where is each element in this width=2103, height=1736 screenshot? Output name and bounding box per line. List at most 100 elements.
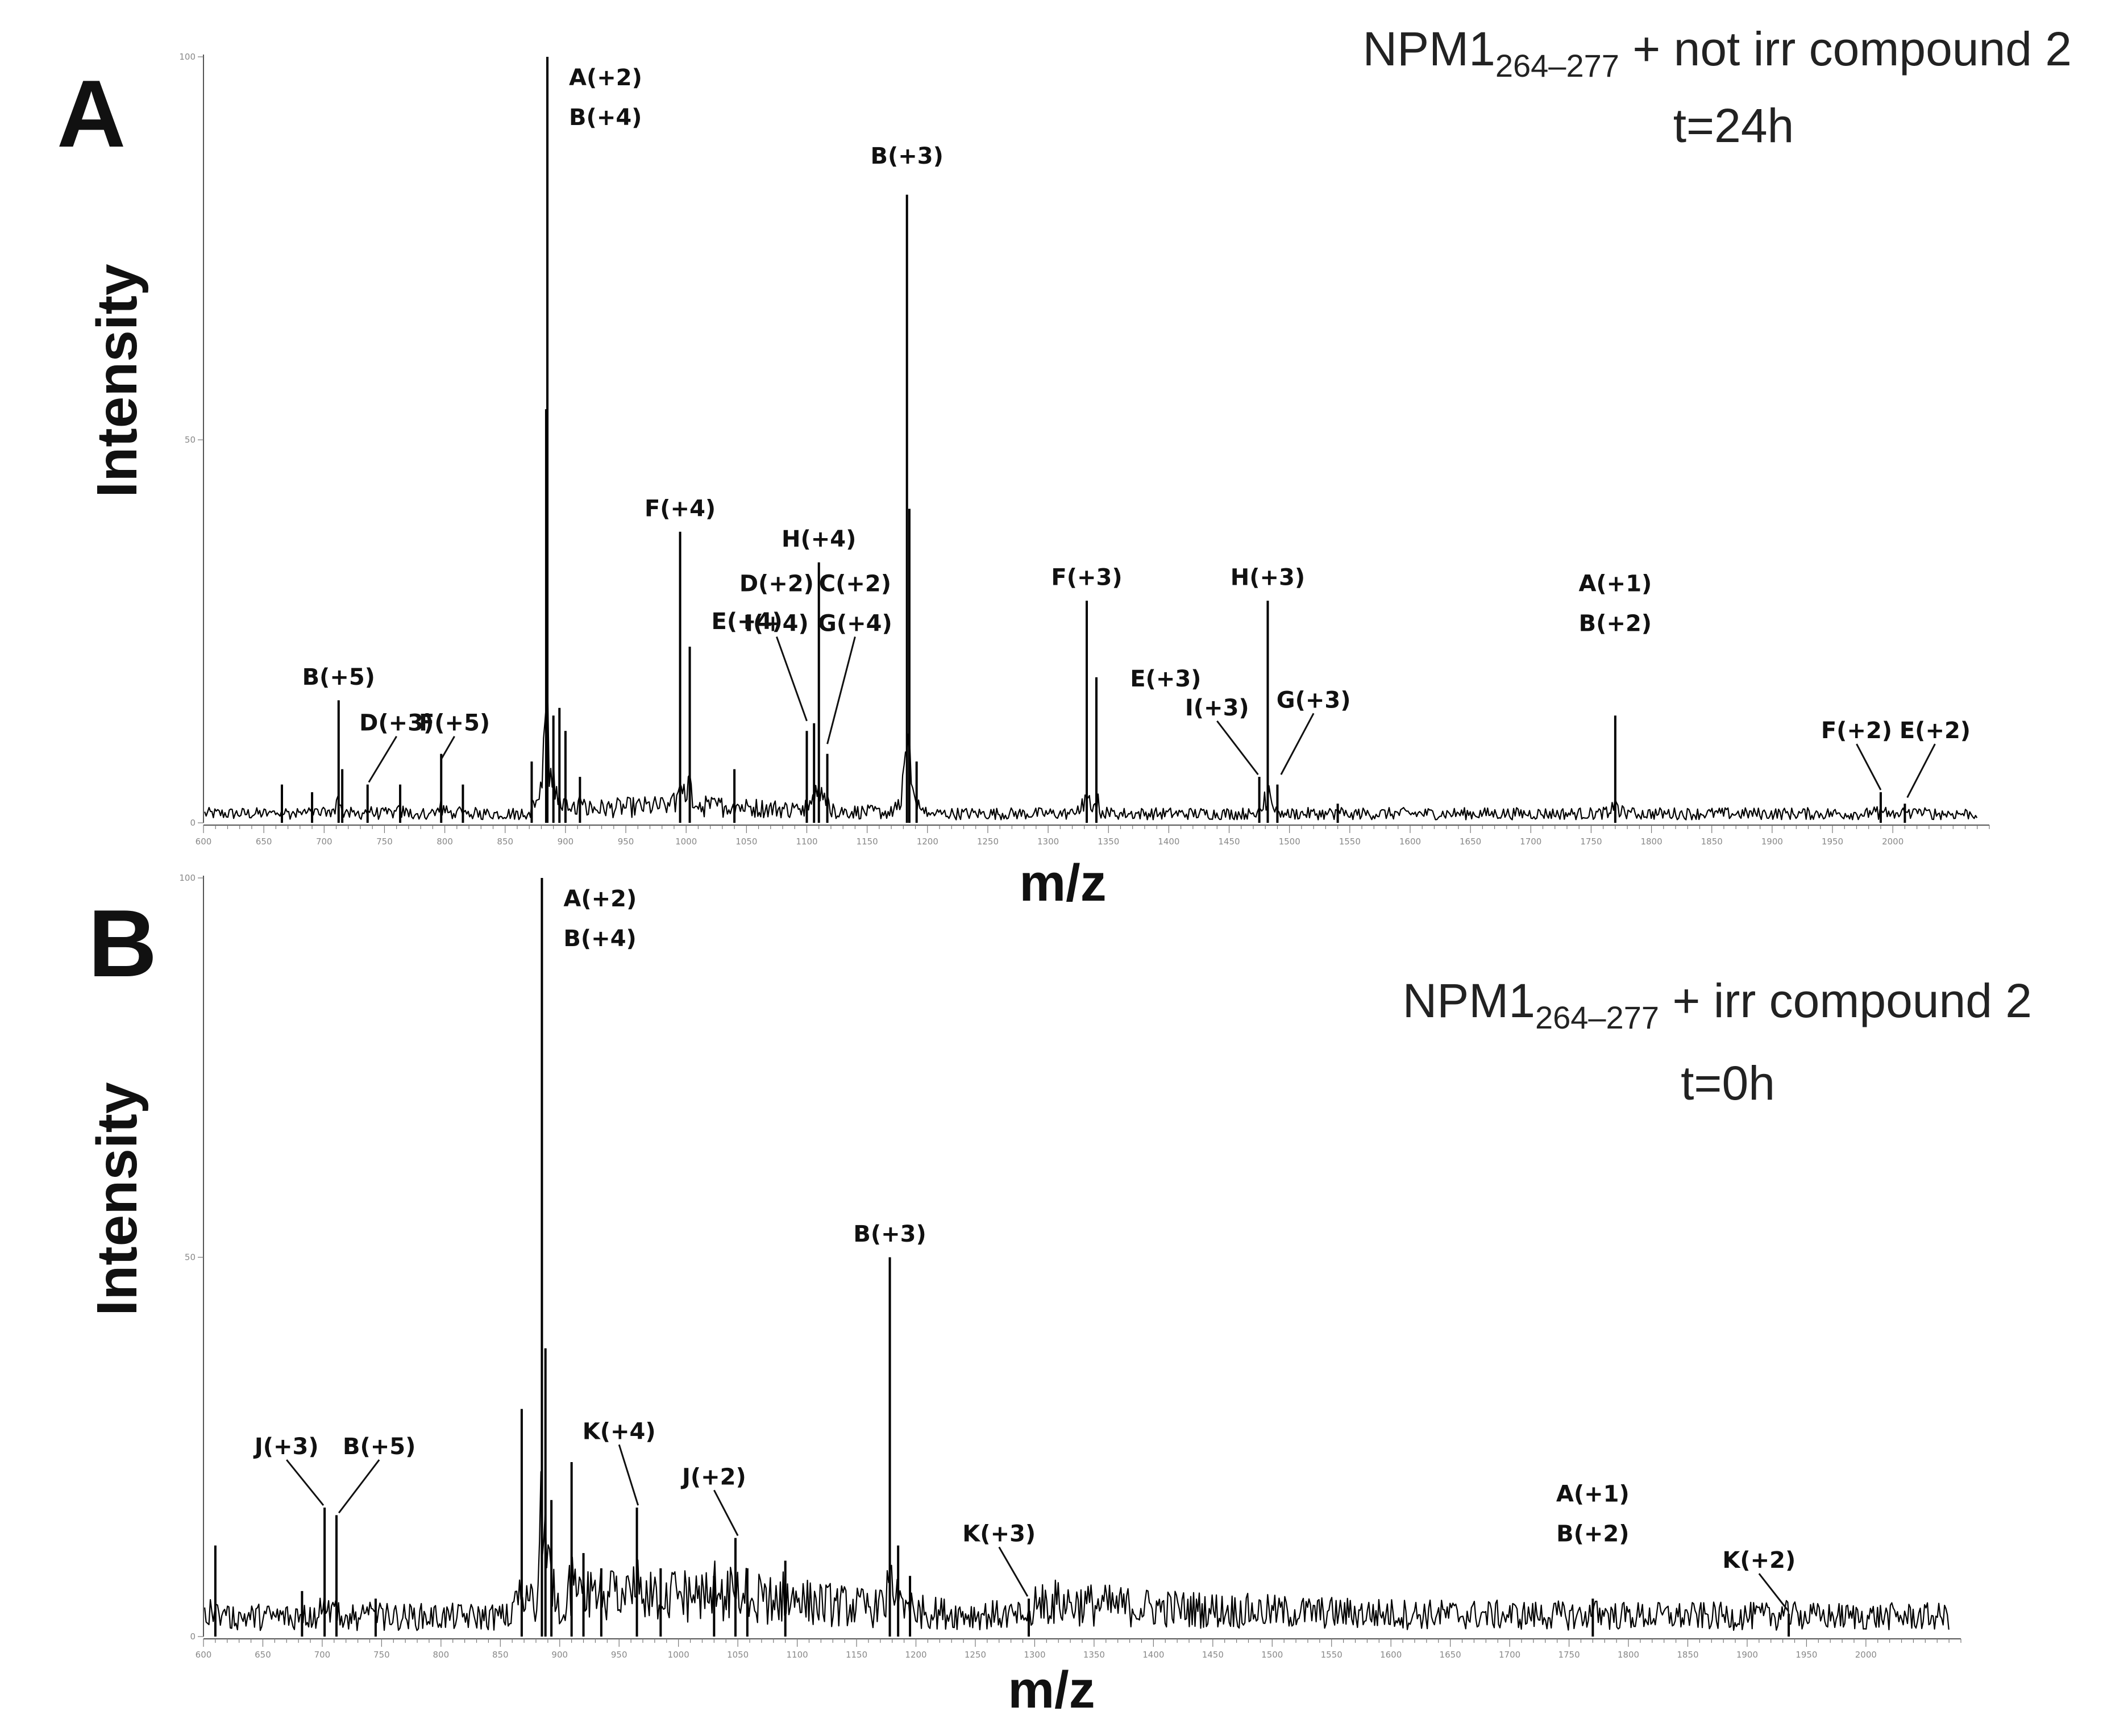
x-tick-label: 1300 [1037, 836, 1059, 847]
x-tick-label: 1350 [1083, 1650, 1105, 1660]
condition-title-b: NPM1264–277 + irr compound 2 [1403, 974, 2032, 1035]
peak-label: G(+4) [818, 610, 892, 636]
x-tick-label: 750 [376, 836, 393, 847]
time-label-b: t=0h [1681, 1056, 1775, 1110]
label-leader-line [775, 636, 808, 722]
label-leader-line [368, 735, 397, 783]
x-tick-label: 1550 [1339, 836, 1361, 847]
x-tick-label: 900 [558, 836, 574, 847]
label-leader-line [618, 1444, 639, 1506]
spectrum-panel-b: B Intensity m/z NPM1264–277 + irr compou… [85, 873, 2032, 1719]
peak-label: H(+4) [782, 526, 856, 552]
peak-label: B(+4) [563, 926, 636, 952]
x-tick-label: 1350 [1098, 836, 1119, 847]
panel-letter-a: A [57, 60, 126, 167]
x-tick-label: 1400 [1142, 1650, 1164, 1660]
y-tick-label: 0 [190, 1631, 196, 1642]
x-tick-label: 1300 [1024, 1650, 1045, 1660]
x-tick-label: 850 [492, 1650, 509, 1660]
panel-letter-b: B [88, 890, 157, 997]
label-leader-line [1856, 743, 1882, 790]
peak-label: E(+4) [712, 609, 783, 635]
x-tick-label: 1950 [1796, 1650, 1817, 1660]
x-tick-label: 1250 [965, 1650, 986, 1660]
spectrum-trace [204, 701, 1978, 821]
peak-label: J(+3) [253, 1434, 319, 1460]
x-tick-label: 1900 [1736, 1650, 1758, 1660]
condition-title-a: NPM1264–277 + not irr compound 2 [1362, 22, 2072, 84]
x-tick-label: 700 [314, 1650, 331, 1660]
x-tick-label: 650 [255, 1650, 271, 1660]
peak-label: B(+5) [343, 1434, 415, 1460]
x-tick-label: 1200 [905, 1650, 926, 1660]
condition-rest-a: + not irr compound 2 [1619, 22, 2072, 76]
plot-area-a: 0 50 100 600 650 700 750 800 850 900 950 1000 1050 11… [179, 52, 1990, 847]
peak-label: E(+2) [1900, 718, 1971, 744]
spectrum-trace [204, 1471, 1950, 1631]
x-tick-label: 1600 [1380, 1650, 1402, 1660]
x-tick-label: 1050 [727, 1650, 749, 1660]
label-leader-line [1216, 720, 1259, 776]
x-tick-label: 1800 [1640, 836, 1662, 847]
peak-label: I(+3) [1185, 695, 1249, 721]
x-tick-label: 1850 [1701, 836, 1723, 847]
x-tick-label: 1700 [1499, 1650, 1520, 1660]
label-leader-line [1758, 1573, 1790, 1612]
x-tick-label: 850 [497, 836, 513, 847]
plot-area-b: 0 50 100 600 650 700 750 800 850 900 950 1000 1050 11… [179, 873, 1961, 1660]
x-tick-label: 1450 [1202, 1650, 1224, 1660]
x-tick-label: 750 [373, 1650, 390, 1660]
x-tick-label: 1500 [1279, 836, 1300, 847]
peak-label: F(+3) [1051, 565, 1122, 591]
peak-label: I(+4) [745, 610, 809, 636]
x-tick-label: 1000 [675, 836, 697, 847]
x-tick-label: 1100 [787, 1650, 808, 1660]
x-axis-title-b: m/z [1008, 1661, 1095, 1719]
label-leader-line [440, 735, 455, 760]
x-tick-label: 1650 [1460, 836, 1481, 847]
condition-main-a: NPM1 [1362, 22, 1495, 76]
y-axis-title-b: Intensity [85, 1082, 149, 1316]
peak-label: B(+3) [853, 1221, 926, 1247]
y-tick-label: 100 [179, 873, 196, 883]
peak-label: B(+2) [1556, 1521, 1629, 1547]
label-leader-line [1280, 713, 1315, 775]
spectrum-panel-a: A Intensity m/z NPM1264–277 + not irr co… [57, 22, 2072, 912]
y-axis-title-a: Intensity [85, 264, 149, 498]
x-tick-label: 1900 [1761, 836, 1783, 847]
x-tick-label: 1450 [1218, 836, 1240, 847]
x-tick-label: 1750 [1558, 1650, 1580, 1660]
peak-label: D(+2) [739, 571, 814, 597]
x-tick-label: 2000 [1882, 836, 1903, 847]
peak-label: E(+3) [1130, 666, 1201, 692]
x-tick-label: 1700 [1520, 836, 1541, 847]
label-leader-line [1906, 743, 1936, 798]
label-leader-line [286, 1459, 325, 1506]
x-tick-label: 1250 [977, 836, 999, 847]
x-tick-label: 900 [551, 1650, 568, 1660]
y-tick-label: 50 [185, 1252, 196, 1263]
peak-label: F(+5) [419, 710, 490, 736]
x-tick-label: 1000 [668, 1650, 689, 1660]
peak-label: G(+3) [1277, 687, 1351, 713]
x-tick-label: 1150 [857, 836, 878, 847]
y-tick-label: 100 [179, 52, 196, 62]
x-tick-label: 600 [196, 836, 212, 847]
x-tick-label: 700 [316, 836, 333, 847]
peak-label: F(+4) [645, 496, 716, 522]
x-tick-label: 950 [611, 1650, 627, 1660]
label-leader-line [713, 1489, 739, 1537]
x-tick-label: 1050 [735, 836, 757, 847]
peak-label: A(+2) [569, 65, 642, 91]
time-label-a: t=24h [1673, 99, 1794, 152]
peak-label: K(+4) [583, 1418, 656, 1444]
condition-sub-a: 264–277 [1495, 48, 1619, 84]
x-tick-label: 1800 [1618, 1650, 1639, 1660]
y-tick-label: 0 [190, 818, 196, 828]
x-tick-label: 1650 [1440, 1650, 1461, 1660]
x-tick-label: 1400 [1158, 836, 1179, 847]
peak-label: K(+3) [962, 1521, 1036, 1547]
x-tick-label: 950 [618, 836, 634, 847]
peak-label: B(+2) [1579, 610, 1652, 636]
